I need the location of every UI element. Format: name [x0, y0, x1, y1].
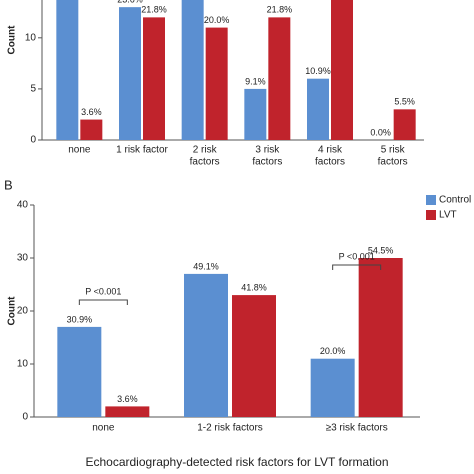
value-label: 5.5% — [394, 97, 415, 107]
bar — [358, 258, 403, 417]
bar — [143, 17, 165, 141]
panel-label: B — [4, 177, 13, 192]
value-label: 10.9% — [305, 66, 331, 76]
legend-label: LVT — [439, 210, 457, 221]
y-axis-label: Count — [7, 25, 18, 55]
value-label: 41.8% — [241, 282, 267, 292]
x-tick-label: 1 risk factor — [116, 145, 168, 156]
bar — [331, 0, 353, 140]
bar — [393, 109, 416, 140]
y-tick-label: 30 — [17, 253, 29, 264]
value-label: 20.0% — [320, 346, 346, 356]
caption: Echocardiography-detected risk factors f… — [85, 455, 388, 469]
x-tick-label: 5 risk — [381, 145, 406, 156]
annotation: P <0.001 — [85, 286, 121, 296]
y-tick-label: 10 — [25, 32, 37, 43]
value-label: 3.6% — [117, 394, 138, 404]
legend-swatch — [426, 210, 436, 220]
value-label: 20.0% — [204, 15, 230, 25]
bar — [244, 88, 267, 140]
y-tick-label: 0 — [22, 412, 28, 423]
x-tick-label: factors — [190, 157, 220, 168]
panel: 05103.6%23.6%21.8%20.0%9.1%21.8%10.9%0.0… — [25, 0, 424, 146]
value-label: 30.9% — [67, 314, 93, 324]
x-tick-label: ≥3 risk factors — [326, 423, 388, 434]
legend-swatch — [426, 195, 436, 205]
x-tick-label: factors — [315, 157, 345, 168]
value-label: 9.1% — [245, 76, 266, 86]
bar — [57, 326, 102, 417]
bar — [56, 0, 79, 140]
bar — [307, 78, 329, 140]
value-label: 21.8% — [267, 5, 293, 15]
x-tick-label: factors — [252, 157, 282, 168]
legend-label: Control — [439, 195, 471, 206]
y-tick-label: 5 — [30, 84, 36, 95]
value-label: 54.5% — [368, 245, 394, 255]
x-tick-label: factors — [378, 157, 408, 168]
annotation: P <0.001 — [339, 251, 375, 261]
x-tick-label: 1-2 risk factors — [197, 423, 263, 434]
bar — [268, 17, 291, 141]
value-label: 49.1% — [193, 261, 219, 271]
y-tick-label: 0 — [30, 135, 36, 146]
x-tick-label: none — [68, 145, 91, 156]
y-tick-label: 40 — [17, 200, 29, 211]
x-tick-label: 3 risk — [255, 145, 280, 156]
bar — [181, 0, 204, 140]
x-tick-label: none — [92, 423, 115, 434]
bar — [105, 406, 150, 417]
x-tick-label: 4 risk — [318, 145, 343, 156]
significance-bracket — [78, 299, 128, 305]
bar — [232, 295, 276, 417]
panel: 0 10 20 30 40 30.9% 3.6% 49.1% 41.8% 20.0% 54.5% — [17, 200, 420, 423]
bar — [119, 7, 141, 140]
y-axis-label: Count — [7, 296, 18, 326]
value-label: 23.6% — [117, 0, 143, 5]
y-tick-label: 10 — [17, 359, 29, 370]
x-tick-label: 2 risk — [193, 145, 218, 156]
bar — [205, 27, 228, 140]
value-label: 0.0% — [370, 127, 391, 137]
bar — [80, 119, 103, 140]
y-tick-label: 20 — [17, 306, 29, 317]
value-label: 21.8% — [141, 5, 167, 15]
bar — [184, 273, 228, 417]
value-label: 3.6% — [81, 107, 102, 117]
significance-bracket — [332, 264, 382, 270]
bar — [310, 358, 355, 417]
